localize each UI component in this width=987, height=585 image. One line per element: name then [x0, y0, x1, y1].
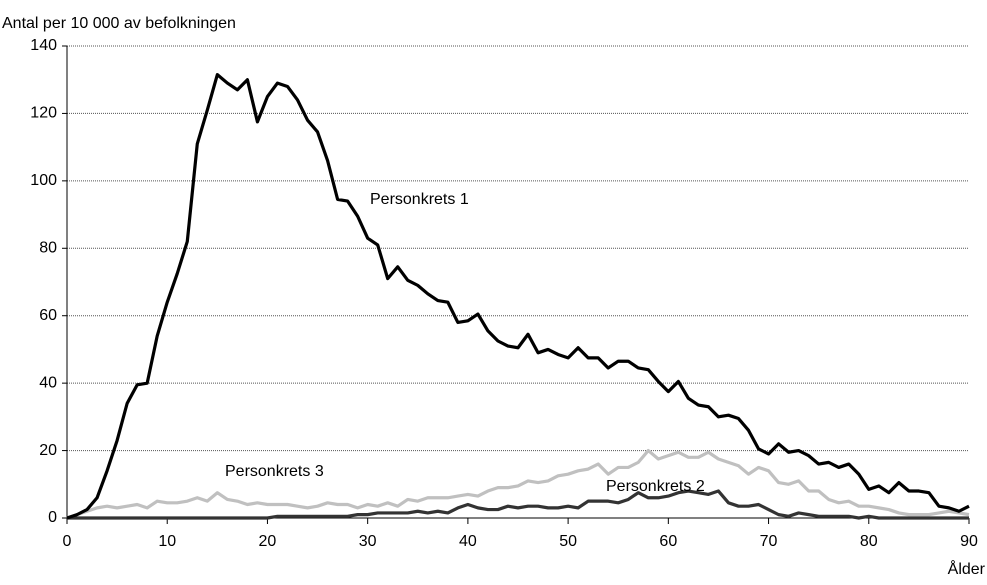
series-label: Personkrets 3 — [225, 463, 324, 480]
x-tick-label: 70 — [760, 533, 778, 550]
y-tick-label: 100 — [30, 172, 57, 189]
y-tick-label: 140 — [30, 37, 57, 54]
y-tick-label: 80 — [39, 240, 57, 257]
x-tick-label: 50 — [559, 533, 577, 550]
x-tick-label: 20 — [259, 533, 277, 550]
y-axis-label: Antal per 10 000 av befolkningen — [2, 15, 236, 32]
series-line — [66, 73, 970, 520]
y-tick-label: 120 — [30, 105, 57, 122]
series-line — [66, 448, 970, 520]
x-tick-label: 80 — [860, 533, 878, 550]
x-tick-label: 40 — [459, 533, 477, 550]
series-label: Personkrets 1 — [370, 191, 469, 208]
x-tick-label: 30 — [359, 533, 377, 550]
y-tick-label: 0 — [48, 509, 57, 526]
y-tick-label: 60 — [39, 307, 57, 324]
x-tick-label: 10 — [158, 533, 176, 550]
series-line — [67, 489, 969, 520]
x-axis-label: Ålder — [948, 559, 986, 578]
y-tick-label: 20 — [39, 442, 57, 459]
y-tick-label: 40 — [39, 374, 57, 391]
x-tick-label: 0 — [63, 533, 72, 550]
x-tick-label: 60 — [659, 533, 677, 550]
x-tick-label: 90 — [960, 533, 978, 550]
series-label: Personkrets 2 — [606, 478, 705, 495]
